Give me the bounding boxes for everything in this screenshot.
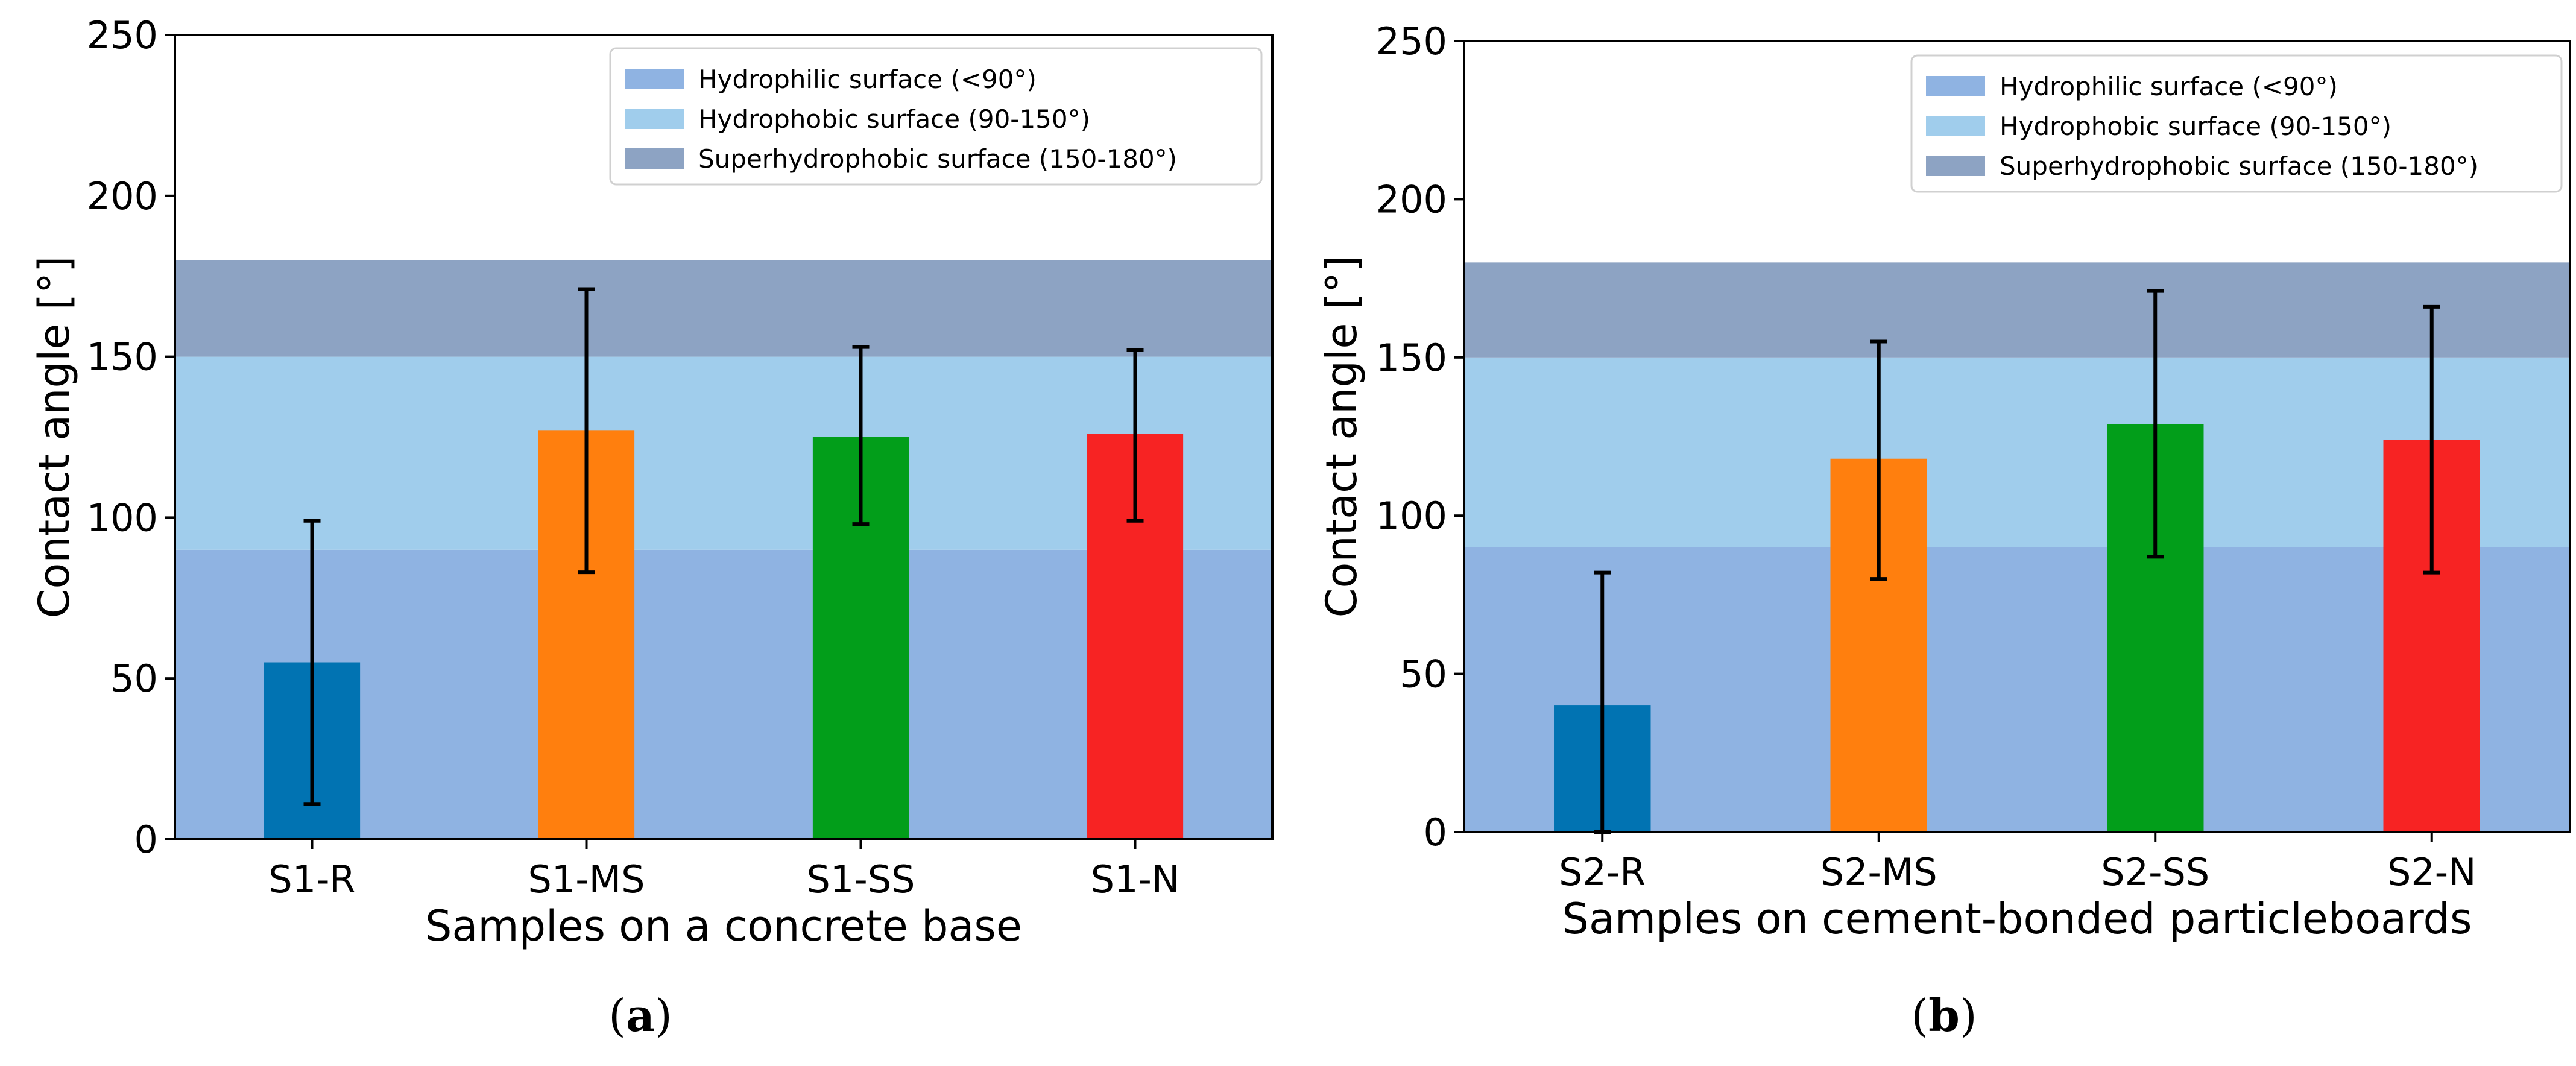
- chart-a: 0 50 100 150 200 250 S1-R S1-MS S1-SS S1-N Samples…: [30, 13, 1274, 1042]
- x-tick-label: S2-SS: [2101, 850, 2209, 894]
- y-axis-label: Contact angle [°]: [30, 256, 79, 619]
- y-tick-label: 150: [1376, 336, 1447, 380]
- plot-frame: [1463, 40, 2571, 833]
- x-tick-label: S2-MS: [1820, 850, 1937, 894]
- error-bar-S2-MS: [1870, 339, 1887, 581]
- caption-letter: a: [626, 990, 655, 1042]
- y-tick-label: 50: [110, 657, 158, 701]
- caption-open-paren: (: [1911, 990, 1928, 1042]
- error-bar-S2-SS: [2147, 289, 2164, 559]
- legend-label: Superhydrophobic surface (150-180°): [698, 144, 1177, 174]
- legend-swatch: [1926, 76, 1985, 96]
- legend-swatch: [625, 69, 684, 89]
- caption-open-paren: (: [608, 990, 626, 1042]
- x-tick-label: S1-N: [1091, 857, 1180, 901]
- error-bar-S1-N: [1126, 348, 1144, 523]
- y-axis-label: Contact angle [°]: [1317, 256, 1366, 618]
- x-tick-label: S1-R: [268, 857, 355, 901]
- y-tick-label: 100: [1376, 494, 1447, 538]
- subfigure-caption: (a): [608, 990, 672, 1042]
- x-axis-label: Samples on a concrete base: [425, 901, 1022, 951]
- legend-box: [1910, 54, 2563, 193]
- y-tick-label: 200: [87, 174, 158, 218]
- error-bar-S1-MS: [578, 287, 595, 575]
- plot-frame: [174, 34, 1274, 840]
- caption-letter: b: [1928, 990, 1960, 1042]
- x-axis-label: Samples on cement-bonded particleboards: [1562, 894, 2472, 944]
- legend-label: Superhydrophobic surface (150-180°): [2000, 151, 2478, 181]
- legend-label: Hydrophobic surface (90-150°): [698, 104, 1090, 134]
- legend-swatch: [1926, 116, 1985, 136]
- y-tick-label: 50: [1400, 652, 1447, 696]
- legend: Hydrophilic surface (<90°) Hydrophobic su…: [1910, 54, 2563, 193]
- y-tick-label: 100: [87, 496, 158, 540]
- subfigure-caption: (b): [1911, 990, 1977, 1042]
- caption-close-paren: ): [655, 990, 672, 1042]
- legend-box: [609, 47, 1263, 186]
- error-bar-S1-SS: [852, 345, 870, 526]
- error-bar-S1-R: [303, 519, 321, 806]
- chart-b: 0 50 100 150 200 250 S2-R S2-MS S2-SS S2-NSamples…: [1317, 19, 2571, 1042]
- y-tick-label: 150: [87, 335, 158, 379]
- legend-swatch: [625, 148, 684, 169]
- error-bar-S2-N: [2423, 304, 2440, 575]
- y-tick-label: 0: [1424, 810, 1447, 854]
- caption-close-paren: ): [1960, 990, 1977, 1042]
- y-tick-label: 200: [1376, 177, 1447, 221]
- y-tick-label: 0: [134, 818, 158, 862]
- y-tick-label: 250: [1376, 19, 1447, 63]
- legend-label: Hydrophilic surface (<90°): [698, 65, 1037, 94]
- legend-swatch: [625, 109, 684, 129]
- band-superhydrophobic: [175, 260, 1272, 357]
- x-tick-label: S2-N: [2387, 850, 2477, 894]
- band-superhydrophobic: [1464, 262, 2570, 358]
- legend-swatch: [1926, 156, 1985, 176]
- x-tick-label: S1-MS: [528, 857, 645, 901]
- x-tick-label: S2-R: [1559, 850, 1646, 894]
- x-tick-label: S1-SS: [807, 857, 915, 901]
- y-tick-label: 250: [87, 13, 158, 57]
- legend-label: Hydrophilic surface (<90°): [2000, 72, 2338, 101]
- legend-label: Hydrophobic surface (90-150°): [2000, 112, 2391, 141]
- legend: Hydrophilic surface (<90°) Hydrophobic su…: [609, 47, 1263, 186]
